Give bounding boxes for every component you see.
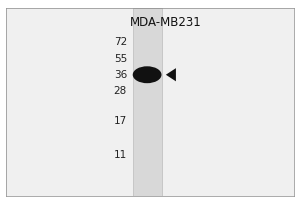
Ellipse shape <box>133 66 161 83</box>
Text: 55: 55 <box>114 54 127 64</box>
Text: 11: 11 <box>114 150 127 160</box>
Text: MDA-MB231: MDA-MB231 <box>130 16 202 29</box>
Bar <box>133 8 161 196</box>
Text: 72: 72 <box>114 37 127 47</box>
Text: 36: 36 <box>114 70 127 80</box>
Polygon shape <box>166 68 176 81</box>
Text: 17: 17 <box>114 116 127 126</box>
Text: 28: 28 <box>114 86 127 96</box>
